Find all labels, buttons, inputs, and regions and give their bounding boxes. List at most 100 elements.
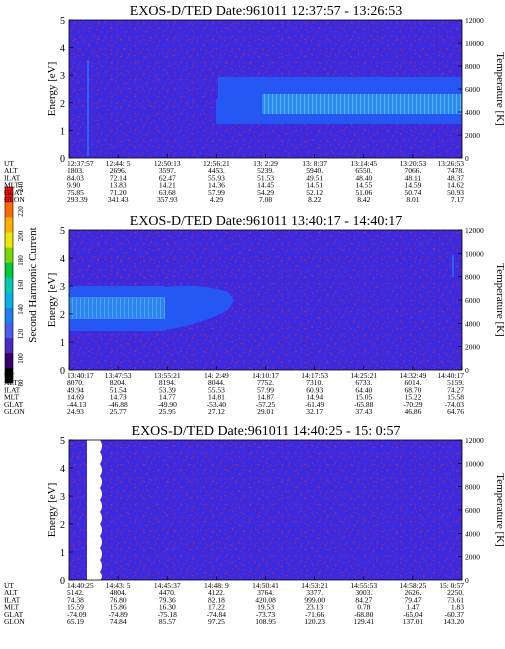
info-row-label: ALT xyxy=(4,588,18,597)
colorbar-block xyxy=(5,307,13,323)
temperature-tick-label: 12000 xyxy=(465,16,484,25)
temperature-tick-label: 8000 xyxy=(465,483,480,492)
info-cell: -74.89 xyxy=(108,610,128,619)
info-cell: 52.12 xyxy=(306,188,323,197)
info-cell: 85.57 xyxy=(159,617,176,626)
info-cell: 82.18 xyxy=(208,595,225,604)
info-cell: 48.40 xyxy=(355,173,372,182)
colorbar-frame xyxy=(4,186,14,384)
info-cell: 14.81 xyxy=(208,393,225,402)
info-cell: 4.29 xyxy=(210,195,223,204)
energy-axis-ticks: 0 1 2 3 4 5 xyxy=(60,436,73,587)
energy-tick-label: 1 xyxy=(60,126,65,137)
panel-title: EXOS-D/TED Date:961011 14:40:25 - 15: 0:… xyxy=(132,424,401,439)
info-cell: 14.94 xyxy=(306,393,323,402)
temperature-tick-label: 4000 xyxy=(465,529,480,538)
info-cell: 14: 2:49 xyxy=(204,371,229,380)
info-cell: 50.74 xyxy=(404,188,421,197)
temperature-tick-label: 10000 xyxy=(465,459,484,468)
info-cell: 73.61 xyxy=(447,595,464,604)
info-cell: 13: 2:29 xyxy=(253,159,278,168)
info-row-label: ILAT xyxy=(4,385,21,394)
info-cell: -60.37 xyxy=(445,610,465,619)
colorbar-tick-label: 220 xyxy=(17,206,25,217)
energy-tick-label: 5 xyxy=(60,436,65,447)
info-cell: 1.83 xyxy=(451,603,464,612)
info-cell: 51.53 xyxy=(257,173,274,182)
energy-tick-label: 3 xyxy=(60,282,65,293)
info-cell: 7478. xyxy=(447,166,464,175)
info-cell: 13:55:21 xyxy=(154,371,181,380)
energy-tick-label: 3 xyxy=(60,71,65,82)
info-cell: 15: 0:57 xyxy=(439,581,464,590)
info-cell: 129.41 xyxy=(353,617,374,626)
info-cell: 4804. xyxy=(110,588,127,597)
info-cell: 13:26:53 xyxy=(437,159,464,168)
colorbar-block xyxy=(5,337,13,354)
info-cell: 14.69 xyxy=(67,393,84,402)
temperature-axis-ticks: 0 2000 4000 6000 8000 10000 12000 xyxy=(458,436,484,585)
info-cell: 25.77 xyxy=(110,407,127,416)
info-cell: 14:48: 9 xyxy=(204,581,229,590)
info-cell: 14.21 xyxy=(159,181,176,190)
info-cell: 6733. xyxy=(355,378,372,387)
info-cell: 12:37:57 xyxy=(67,159,94,168)
info-cell: 48.11 xyxy=(405,173,422,182)
info-cell: 1.47 xyxy=(406,603,419,612)
ion-band-core xyxy=(262,94,462,114)
panel-title: EXOS-D/TED Date:961011 13:40:17 - 14:40:… xyxy=(130,214,402,229)
info-cell: 14:10:17 xyxy=(252,371,279,380)
colorbar-tick-label: 180 xyxy=(17,255,25,266)
info-cell: 37.43 xyxy=(355,407,372,416)
colorbar-block xyxy=(5,352,13,369)
info-cell: 14.36 xyxy=(208,181,225,190)
info-cell: 2250. xyxy=(447,588,464,597)
colorbar-tick-label: 80 xyxy=(17,379,25,387)
colorbar-tick-label: 140 xyxy=(17,304,25,315)
info-cell: 5159. xyxy=(447,378,464,387)
colorbar-block xyxy=(5,322,13,339)
info-cell: 14:53:21 xyxy=(301,581,328,590)
info-cell: 14:58:25 xyxy=(400,581,427,590)
temperature-tick-label: 0 xyxy=(465,366,469,375)
info-cell: 14:40:17 xyxy=(437,371,464,380)
temperature-tick-label: 2000 xyxy=(465,131,480,140)
info-cell: 143.20 xyxy=(443,617,464,626)
data-gap xyxy=(87,440,102,580)
info-cell: 14.51 xyxy=(306,181,323,190)
energy-tick-label: 4 xyxy=(60,254,65,265)
colorbar: 80 100 120 140 160 180 200 220 240 Second Harmon… xyxy=(4,181,39,387)
info-cell: 24.93 xyxy=(67,407,84,416)
energy-axis-label: Energy [eV] xyxy=(46,273,58,327)
info-row-label: GLON xyxy=(4,407,25,416)
energy-tick-label: 1 xyxy=(60,338,65,349)
colorbar-label: Second Harmonic Current xyxy=(27,227,39,342)
info-cell: 57.99 xyxy=(208,188,225,197)
colorbar-block xyxy=(5,232,13,248)
info-cell: 13: 8:37 xyxy=(302,159,327,168)
info-cell: 76.80 xyxy=(110,595,127,604)
info-cell: 8204. xyxy=(110,378,127,387)
info-cell: 79.47 xyxy=(404,595,421,604)
info-cell: 108.95 xyxy=(255,617,276,626)
info-cell: 3003. xyxy=(355,588,372,597)
info-row-label: ILAT xyxy=(4,595,21,604)
info-cell: 4453. xyxy=(208,166,225,175)
info-cell: 13.83 xyxy=(110,181,127,190)
info-cell: 74.27 xyxy=(447,385,464,394)
temperature-tick-label: 0 xyxy=(465,576,469,585)
info-cell: 51.06 xyxy=(355,188,372,197)
info-cell: 74.38 xyxy=(67,595,84,604)
info-cell: 15.59 xyxy=(67,603,84,612)
energy-tick-label: 4 xyxy=(60,464,65,475)
colorbar-tick-label: 100 xyxy=(17,353,25,364)
energy-tick-label: 1 xyxy=(60,548,65,559)
energy-tick-label: 0 xyxy=(60,576,65,587)
orbit-info-table: UT 14:40:25 14:43: 5 14:45:37 14:48: 9 14:50:… xyxy=(4,576,464,626)
info-cell: 68.70 xyxy=(404,385,421,394)
info-row-label: MLT xyxy=(4,603,20,612)
energy-tick-label: 0 xyxy=(60,154,65,165)
energy-tick-label: 0 xyxy=(60,366,65,377)
info-cell: 5940. xyxy=(306,166,323,175)
info-cell: 13:40:17 xyxy=(67,371,94,380)
